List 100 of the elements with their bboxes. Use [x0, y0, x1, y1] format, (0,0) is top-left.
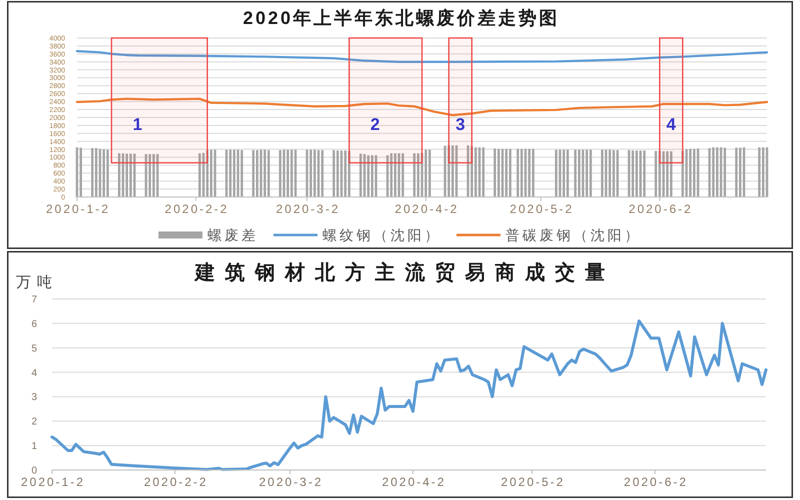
bar [724, 148, 726, 197]
bar [578, 150, 580, 197]
bar [348, 150, 350, 197]
bar [635, 150, 638, 197]
bar [94, 148, 98, 197]
bar [102, 149, 106, 197]
bar [256, 150, 258, 197]
x-tick-label: 2020-4-2 [382, 475, 446, 489]
bar [91, 148, 94, 197]
bar [126, 154, 128, 197]
bar [310, 150, 312, 197]
bar [532, 148, 534, 197]
bar [148, 154, 152, 197]
y-axis-title: 万吨 [16, 274, 58, 291]
bar [612, 150, 615, 197]
bar [313, 150, 316, 197]
bar [762, 147, 764, 197]
chart-title: 建筑钢材北方主流贸易商成交量 [193, 261, 615, 284]
bar [712, 147, 715, 197]
bar [206, 150, 209, 197]
bar [232, 150, 236, 197]
bar [508, 148, 512, 197]
band-label: 1 [132, 114, 142, 134]
bar [198, 153, 201, 197]
bar [152, 154, 155, 197]
bar [129, 154, 132, 197]
bar [586, 150, 588, 197]
y-tick-label: 2 [31, 416, 38, 428]
bar [654, 150, 658, 197]
bar [482, 147, 485, 197]
bar [554, 150, 558, 197]
y-tick-label: 6 [31, 318, 38, 330]
line-series [76, 98, 768, 116]
bar [394, 153, 396, 197]
y-tick-label: 3 [31, 392, 38, 404]
bar [632, 150, 634, 197]
bar [497, 148, 500, 197]
bar [692, 148, 696, 197]
bar [448, 145, 450, 197]
bar [516, 148, 520, 197]
bar [367, 155, 370, 197]
bar [344, 150, 347, 197]
bar [286, 150, 290, 197]
bar [267, 150, 270, 197]
bar [681, 150, 684, 197]
x-tick-label: 2020-3-2 [258, 475, 324, 489]
bar [240, 150, 244, 197]
x-tick-label: 2020-6-2 [624, 475, 688, 489]
bar [608, 150, 612, 197]
x-tick-label: 2020-5-2 [510, 202, 574, 216]
bar [528, 148, 531, 197]
bar [589, 150, 592, 197]
bar [520, 148, 523, 197]
band-label: 4 [666, 114, 676, 134]
band-label: 2 [370, 114, 380, 134]
bar [80, 148, 82, 197]
bar [424, 150, 428, 197]
x-tick-label: 2020-3-2 [276, 202, 340, 216]
legend-label: 螺废差 [208, 226, 258, 243]
bar [562, 150, 566, 197]
chart-title: 2020年上半年东北螺废价差走势图 [242, 8, 560, 28]
bar [428, 150, 431, 197]
legend-label: 螺纹钢（沈阳） [322, 226, 442, 243]
x-tick-label: 2020-2-2 [144, 475, 208, 489]
bar [416, 153, 420, 197]
bar [689, 148, 692, 197]
bar [666, 151, 669, 197]
bar [264, 150, 266, 197]
bar [210, 150, 212, 197]
x-tick-label: 2020-1-2 [20, 475, 86, 489]
line-series [50, 319, 768, 472]
bar [670, 151, 672, 197]
bar [716, 147, 718, 197]
line-series [76, 50, 768, 63]
y-tick-label: 7 [31, 294, 38, 306]
bar [451, 145, 454, 197]
bar [413, 153, 416, 197]
bar [474, 147, 477, 197]
bar [229, 150, 232, 197]
y-tick-label: 4 [31, 368, 38, 379]
legend-label: 普碳废钢（沈阳） [506, 226, 642, 243]
x-tick-label: 2020-6-2 [628, 202, 693, 216]
bar [118, 153, 120, 197]
bar [370, 155, 374, 197]
bar [738, 148, 742, 197]
bar [494, 148, 496, 197]
x-tick-label: 2020-4-2 [394, 202, 459, 216]
bar [505, 148, 508, 197]
bar [643, 150, 646, 197]
bar [735, 148, 738, 197]
bar [290, 150, 293, 197]
bar [574, 150, 577, 197]
y-tick-label: 1 [31, 441, 38, 452]
bar [336, 150, 339, 197]
band-label: 3 [456, 114, 466, 134]
bar [758, 147, 761, 197]
x-tick-label: 2020-1-2 [46, 202, 110, 216]
bar [470, 146, 474, 197]
y-tick-label: 5 [31, 343, 38, 354]
bar [658, 150, 661, 197]
